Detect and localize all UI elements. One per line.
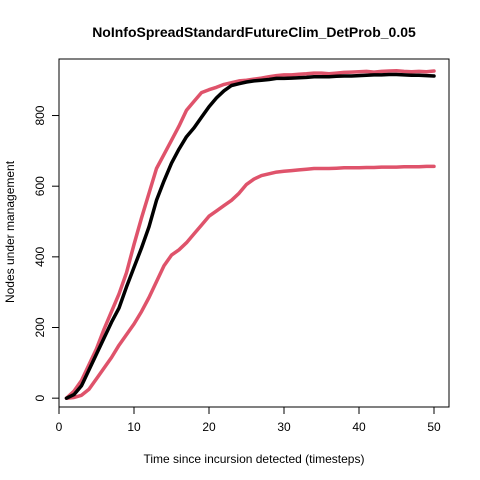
x-tick-label: 20 bbox=[202, 420, 216, 434]
series-line-1 bbox=[64, 72, 436, 400]
x-axis-label: Time since incursion detected (timesteps… bbox=[144, 452, 365, 466]
y-axis: 0 200 400 600 800 bbox=[33, 105, 60, 402]
y-tick-label: 200 bbox=[33, 317, 47, 337]
x-tick-label: 30 bbox=[277, 420, 291, 434]
y-tick-label: 800 bbox=[33, 105, 47, 125]
x-tick-label: 40 bbox=[352, 420, 366, 434]
series-line-2 bbox=[64, 68, 436, 400]
x-axis: 0 10 20 30 40 50 bbox=[56, 406, 441, 434]
chart-title: NoInfoSpreadStandardFutureClim_DetProb_0… bbox=[92, 24, 416, 40]
x-tick-label: 10 bbox=[127, 420, 141, 434]
series-layer bbox=[64, 68, 436, 400]
y-tick-label: 400 bbox=[33, 247, 47, 267]
x-tick-label: 0 bbox=[56, 420, 63, 434]
y-axis-label: Nodes under management bbox=[3, 160, 17, 303]
y-tick-label: 600 bbox=[33, 176, 47, 196]
x-tick-label: 50 bbox=[427, 420, 441, 434]
series-line-3 bbox=[64, 164, 436, 400]
y-tick-label: 0 bbox=[33, 395, 47, 402]
